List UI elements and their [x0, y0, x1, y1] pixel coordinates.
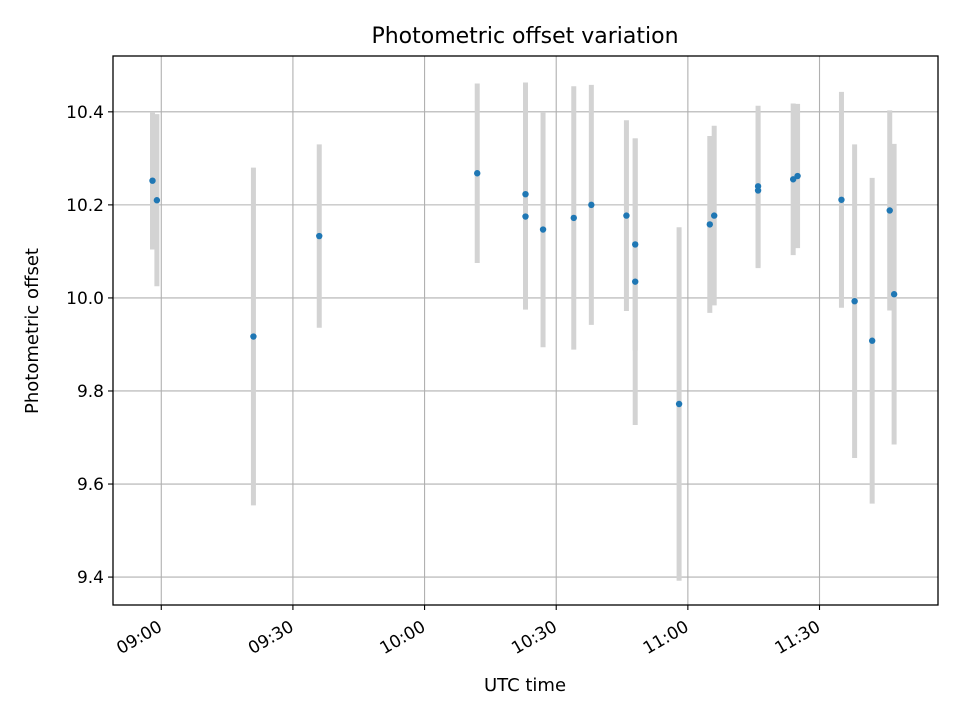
data-point	[710, 212, 718, 219]
y-axis-label: Photometric offset	[22, 248, 43, 414]
data-point	[522, 190, 529, 198]
data-point	[316, 232, 323, 240]
data-point	[588, 201, 595, 209]
y-tick-label: 10.0	[66, 289, 104, 309]
data-point	[539, 226, 547, 233]
data-point	[474, 170, 481, 177]
data-point	[149, 177, 156, 184]
data-point	[838, 196, 845, 203]
y-axis: 9.4 9.6 9.8 10.0 10.2 10.4	[66, 103, 113, 588]
y-tick-label: 9.4	[77, 568, 104, 588]
data-point	[675, 400, 683, 408]
data-point	[851, 297, 858, 305]
data-point	[706, 221, 714, 228]
data-point	[250, 333, 257, 340]
data-point	[794, 172, 801, 180]
data-point	[632, 241, 639, 248]
data-point	[754, 183, 762, 190]
data-point	[570, 214, 577, 222]
data-point	[886, 207, 893, 214]
data-point	[153, 197, 161, 204]
y-tick-label: 9.8	[77, 382, 104, 402]
y-tick-label: 9.6	[77, 475, 104, 495]
y-tick-label: 10.4	[66, 103, 104, 123]
x-axis-label: UTC time	[484, 675, 566, 696]
data-point	[868, 337, 876, 344]
y-tick-label: 10.2	[66, 196, 104, 216]
data-points	[149, 170, 898, 408]
plot-frame	[112, 55, 939, 606]
grid	[113, 56, 938, 605]
data-point	[632, 278, 639, 285]
chart-title: Photometric offset variation	[371, 24, 678, 49]
data-point	[890, 291, 898, 298]
data-point	[623, 212, 630, 219]
data-point	[789, 176, 797, 183]
data-point	[522, 213, 529, 220]
